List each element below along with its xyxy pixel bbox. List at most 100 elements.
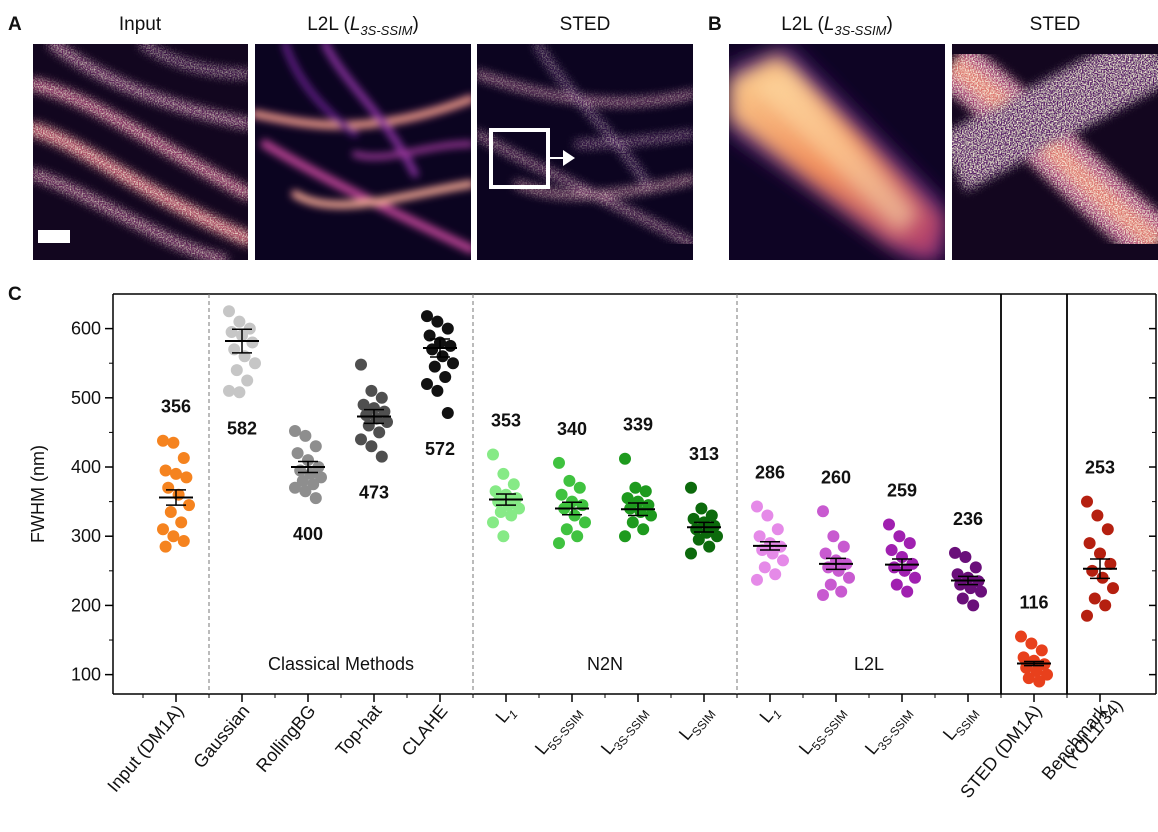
data-point xyxy=(1091,509,1104,522)
value-label: 400 xyxy=(293,524,323,544)
label-subscript: 5S-SSIM xyxy=(809,707,851,753)
data-point xyxy=(1033,675,1046,688)
data-point xyxy=(619,530,631,543)
data-point xyxy=(553,456,565,469)
data-point xyxy=(444,339,457,352)
y-tick-label: 400 xyxy=(71,457,101,477)
data-point xyxy=(1088,592,1101,605)
value-label: 260 xyxy=(821,467,851,487)
data-point xyxy=(909,571,921,584)
data-point xyxy=(555,488,568,501)
data-point xyxy=(903,537,916,550)
data-point xyxy=(692,533,705,546)
panel-letter: C xyxy=(8,284,22,305)
data-point xyxy=(431,315,444,328)
data-point xyxy=(309,440,322,453)
data-point xyxy=(959,550,972,563)
x-tick-label: CLAHE xyxy=(398,701,452,760)
data-point xyxy=(157,523,169,536)
x-tick-label: L1 xyxy=(491,701,520,729)
data-point xyxy=(560,523,573,536)
image-titles: Input L2L (L3S-SSIM) STED L2L (L3S-SSIM) STE… xyxy=(119,14,1080,38)
data-point xyxy=(629,481,642,494)
data-point xyxy=(296,474,309,487)
data-point xyxy=(494,505,507,518)
data-point xyxy=(753,530,766,543)
data-point xyxy=(1107,582,1119,595)
data-point xyxy=(1081,609,1093,622)
data-point xyxy=(1030,665,1043,678)
x-tick-label: LSSIM xyxy=(675,701,719,747)
value-label: 340 xyxy=(557,419,587,439)
data-point xyxy=(769,568,782,581)
data-point xyxy=(170,467,182,480)
data-point xyxy=(368,402,380,415)
data-point xyxy=(1017,651,1030,664)
data-point xyxy=(309,492,322,505)
image-title: STED xyxy=(1030,14,1081,35)
title-text: L2L ( xyxy=(781,14,824,35)
value-label: 473 xyxy=(359,483,389,503)
data-point xyxy=(893,530,906,543)
data-point xyxy=(711,530,723,543)
data-point xyxy=(487,448,499,461)
micrograph-l2l xyxy=(255,44,471,260)
data-point xyxy=(223,305,235,318)
data-point xyxy=(441,407,454,420)
title-text: L2L ( xyxy=(307,14,350,35)
data-point xyxy=(685,547,697,560)
data-point xyxy=(223,384,235,397)
x-tick-label: L1 xyxy=(755,701,784,729)
data-point xyxy=(819,547,832,560)
y-tick-label: 600 xyxy=(71,319,101,339)
label-subscript: SSIM xyxy=(953,707,983,738)
data-point xyxy=(441,322,454,335)
x-tick-label: RollingBG xyxy=(252,701,319,776)
zoom-l2l xyxy=(729,44,945,260)
y-tick-label: 200 xyxy=(71,595,101,615)
data-point xyxy=(175,516,188,529)
data-point xyxy=(761,509,774,522)
value-label: 286 xyxy=(755,462,785,482)
data-point xyxy=(637,523,650,536)
value-label: 582 xyxy=(227,418,257,438)
data-point xyxy=(690,523,703,536)
data-point xyxy=(1083,537,1096,550)
title-symbol: L xyxy=(824,14,835,35)
data-point xyxy=(177,535,190,548)
data-point xyxy=(817,505,829,518)
value-label: 259 xyxy=(887,480,917,500)
data-point xyxy=(421,377,433,390)
x-tick-label: Gaussian xyxy=(189,701,253,772)
data-point xyxy=(890,578,903,591)
data-point xyxy=(291,447,304,460)
section-label: L2L xyxy=(854,654,884,674)
data-point xyxy=(241,374,254,387)
data-point xyxy=(362,419,375,432)
data-point xyxy=(888,561,901,574)
data-point xyxy=(951,568,964,581)
value-label: 253 xyxy=(1085,458,1115,478)
section-label: N2N xyxy=(587,654,623,674)
title-text: ) xyxy=(886,14,892,35)
data-point xyxy=(1041,668,1053,681)
data-point xyxy=(901,585,914,598)
data-point xyxy=(1035,644,1048,657)
data-point xyxy=(162,481,175,494)
data-point xyxy=(645,509,657,522)
data-point xyxy=(632,495,644,508)
data-point xyxy=(571,530,584,543)
data-point xyxy=(505,509,518,522)
data-point xyxy=(685,481,697,494)
y-axis-label: FWHM (nm) xyxy=(28,445,48,543)
data-point xyxy=(497,467,510,480)
data-point xyxy=(360,409,373,422)
data-point xyxy=(832,564,845,577)
zoom-sted xyxy=(952,44,1158,260)
value-label: 339 xyxy=(623,415,653,435)
label-subscript: 5S-SSIM xyxy=(545,707,587,753)
data-point xyxy=(883,518,895,531)
data-point xyxy=(355,358,367,371)
data-point xyxy=(642,499,655,512)
data-point xyxy=(1022,672,1035,685)
